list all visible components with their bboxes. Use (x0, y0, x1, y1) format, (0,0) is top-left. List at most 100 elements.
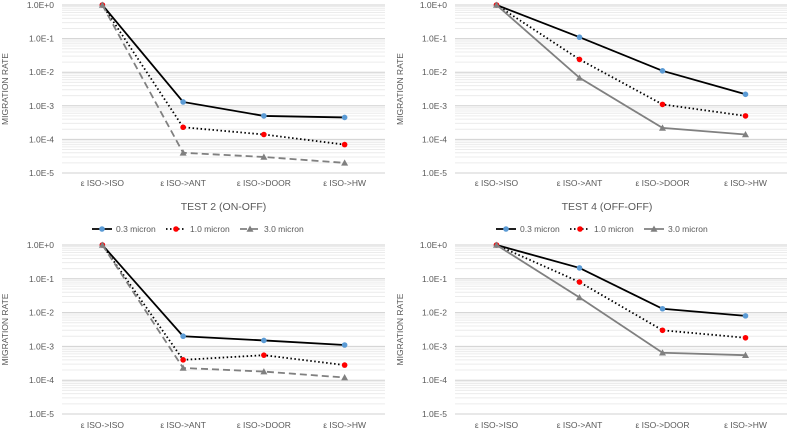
data-point (261, 131, 267, 138)
data-point (261, 352, 267, 358)
y-tick-label: 1.0E-1 (29, 34, 54, 44)
legend-label: 0.3 micron (116, 224, 156, 234)
data-point (261, 337, 267, 344)
data-point (98, 241, 106, 248)
data-point (742, 130, 749, 138)
data-point (261, 113, 267, 119)
y-tick-label: 1.0E-4 (422, 375, 447, 385)
y-axis-label: MIGRATION RATE (395, 53, 405, 125)
chart-panel-1: 1.0E+0 1.0E-1 1.0E-2 1.0E-3 1.0E-4 1.0E-5 MIGR… (0, 0, 385, 188)
y-tick-label: 1.0E-3 (422, 101, 447, 111)
y-tick-label: 1.0E-1 (422, 274, 447, 284)
data-point (576, 34, 583, 41)
data-point (180, 333, 186, 340)
x-tick-label: ε ISO->ISO (475, 420, 519, 430)
data-point (576, 279, 583, 285)
data-point (260, 368, 268, 375)
x-tick-label: ε ISO->DOOR (237, 420, 291, 430)
legend-marker (650, 225, 658, 232)
legend-label: 1.0 micron (594, 224, 634, 234)
y-tick-label: 1.0E-2 (29, 308, 54, 318)
legend-item: 0.3 micron (92, 224, 156, 234)
legend-label: 1.0 micron (190, 224, 230, 234)
legend-marker (503, 226, 509, 232)
data-point (659, 305, 666, 312)
y-tick-label: 1.0E-5 (422, 409, 447, 419)
legend-item: 1.0 micron (570, 224, 634, 234)
legend-label: 3.0 micron (264, 224, 304, 234)
legend-label: 3.0 micron (668, 224, 708, 234)
y-tick-label: 1.0E-1 (422, 34, 447, 44)
data-point (98, 1, 106, 8)
series-line-2 (496, 4, 746, 117)
legend-item: 3.0 micron (240, 224, 304, 234)
legend-item: 0.3 micron (496, 224, 560, 234)
y-tick-label: 1.0E-2 (422, 308, 447, 318)
x-tick-label: ε ISO->DOOR (237, 178, 291, 188)
data-point (576, 74, 583, 81)
y-tick-label: 1.0E-4 (29, 375, 54, 385)
data-point (742, 91, 749, 98)
series-line-1 (496, 4, 746, 96)
data-point (576, 293, 583, 301)
chart-panel-3: 1.0E+0 1.0E-1 1.0E-2 1.0E-3 1.0E-4 1.0E-5 MIGR… (0, 201, 385, 430)
data-point (659, 101, 666, 108)
series-line-2 (101, 4, 345, 146)
chart-panel-4: 1.0E+0 1.0E-1 1.0E-2 1.0E-3 1.0E-4 1.0E-5 MIGR… (395, 201, 787, 430)
x-tick-label: ε ISO->ISO (81, 420, 125, 430)
y-tick-label: 1.0E+0 (420, 240, 447, 250)
data-point (341, 141, 348, 148)
series-line-2 (496, 244, 746, 339)
data-point (341, 342, 348, 348)
y-tick-label: 1.0E-5 (29, 168, 54, 178)
y-tick-label: 1.0E-3 (29, 341, 54, 351)
y-tick-label: 1.0E+0 (420, 0, 447, 10)
data-point (742, 351, 749, 358)
series-line-3 (495, 4, 746, 136)
series-line-3 (101, 4, 345, 164)
x-tick-label: ε ISO->DOOR (635, 178, 689, 188)
x-tick-label: ε ISO->ANT (160, 178, 206, 188)
legend-marker (577, 226, 583, 232)
data-point (179, 364, 187, 371)
legend-item: 3.0 micron (644, 224, 708, 234)
y-tick-label: 1.0E-2 (29, 67, 54, 77)
data-point (180, 99, 186, 105)
data-point (179, 149, 187, 156)
data-point (493, 1, 500, 8)
series-line-1 (101, 4, 345, 119)
data-point (576, 56, 583, 63)
data-point (742, 113, 749, 119)
y-axis-label: MIGRATION RATE (0, 293, 10, 365)
series-line-3 (101, 244, 345, 379)
chart-title: TEST 2 (ON-OFF) (181, 201, 267, 213)
series-line-1 (496, 244, 746, 317)
series-line-1 (101, 244, 345, 346)
data-point (341, 374, 349, 381)
x-tick-label: ε ISO->HW (323, 178, 366, 188)
x-tick-label: ε ISO->DOOR (635, 420, 689, 430)
x-tick-label: ε ISO->ANT (160, 420, 206, 430)
y-axis-label: MIGRATION RATE (0, 53, 10, 125)
data-point (180, 357, 186, 363)
x-tick-label: ε ISO->HW (323, 420, 366, 430)
legend-marker (173, 226, 179, 232)
y-axis-label: MIGRATION RATE (395, 293, 405, 365)
x-tick-label: ε ISO->ANT (557, 178, 603, 188)
data-point (493, 241, 500, 248)
x-tick-label: ε ISO->ISO (81, 178, 125, 188)
y-tick-label: 1.0E-5 (29, 409, 54, 419)
data-point (260, 153, 268, 160)
data-point (180, 124, 186, 131)
series-line-3 (496, 244, 746, 357)
y-tick-label: 1.0E-4 (422, 134, 447, 144)
data-point (341, 114, 348, 121)
legend-label: 0.3 micron (520, 224, 560, 234)
y-tick-label: 1.0E+0 (27, 0, 54, 10)
x-tick-label: ε ISO->ANT (557, 420, 603, 430)
data-point (742, 334, 749, 341)
x-tick-label: ε ISO->HW (724, 178, 767, 188)
y-tick-label: 1.0E-2 (422, 67, 447, 77)
legend-item: 1.0 micron (166, 224, 230, 234)
